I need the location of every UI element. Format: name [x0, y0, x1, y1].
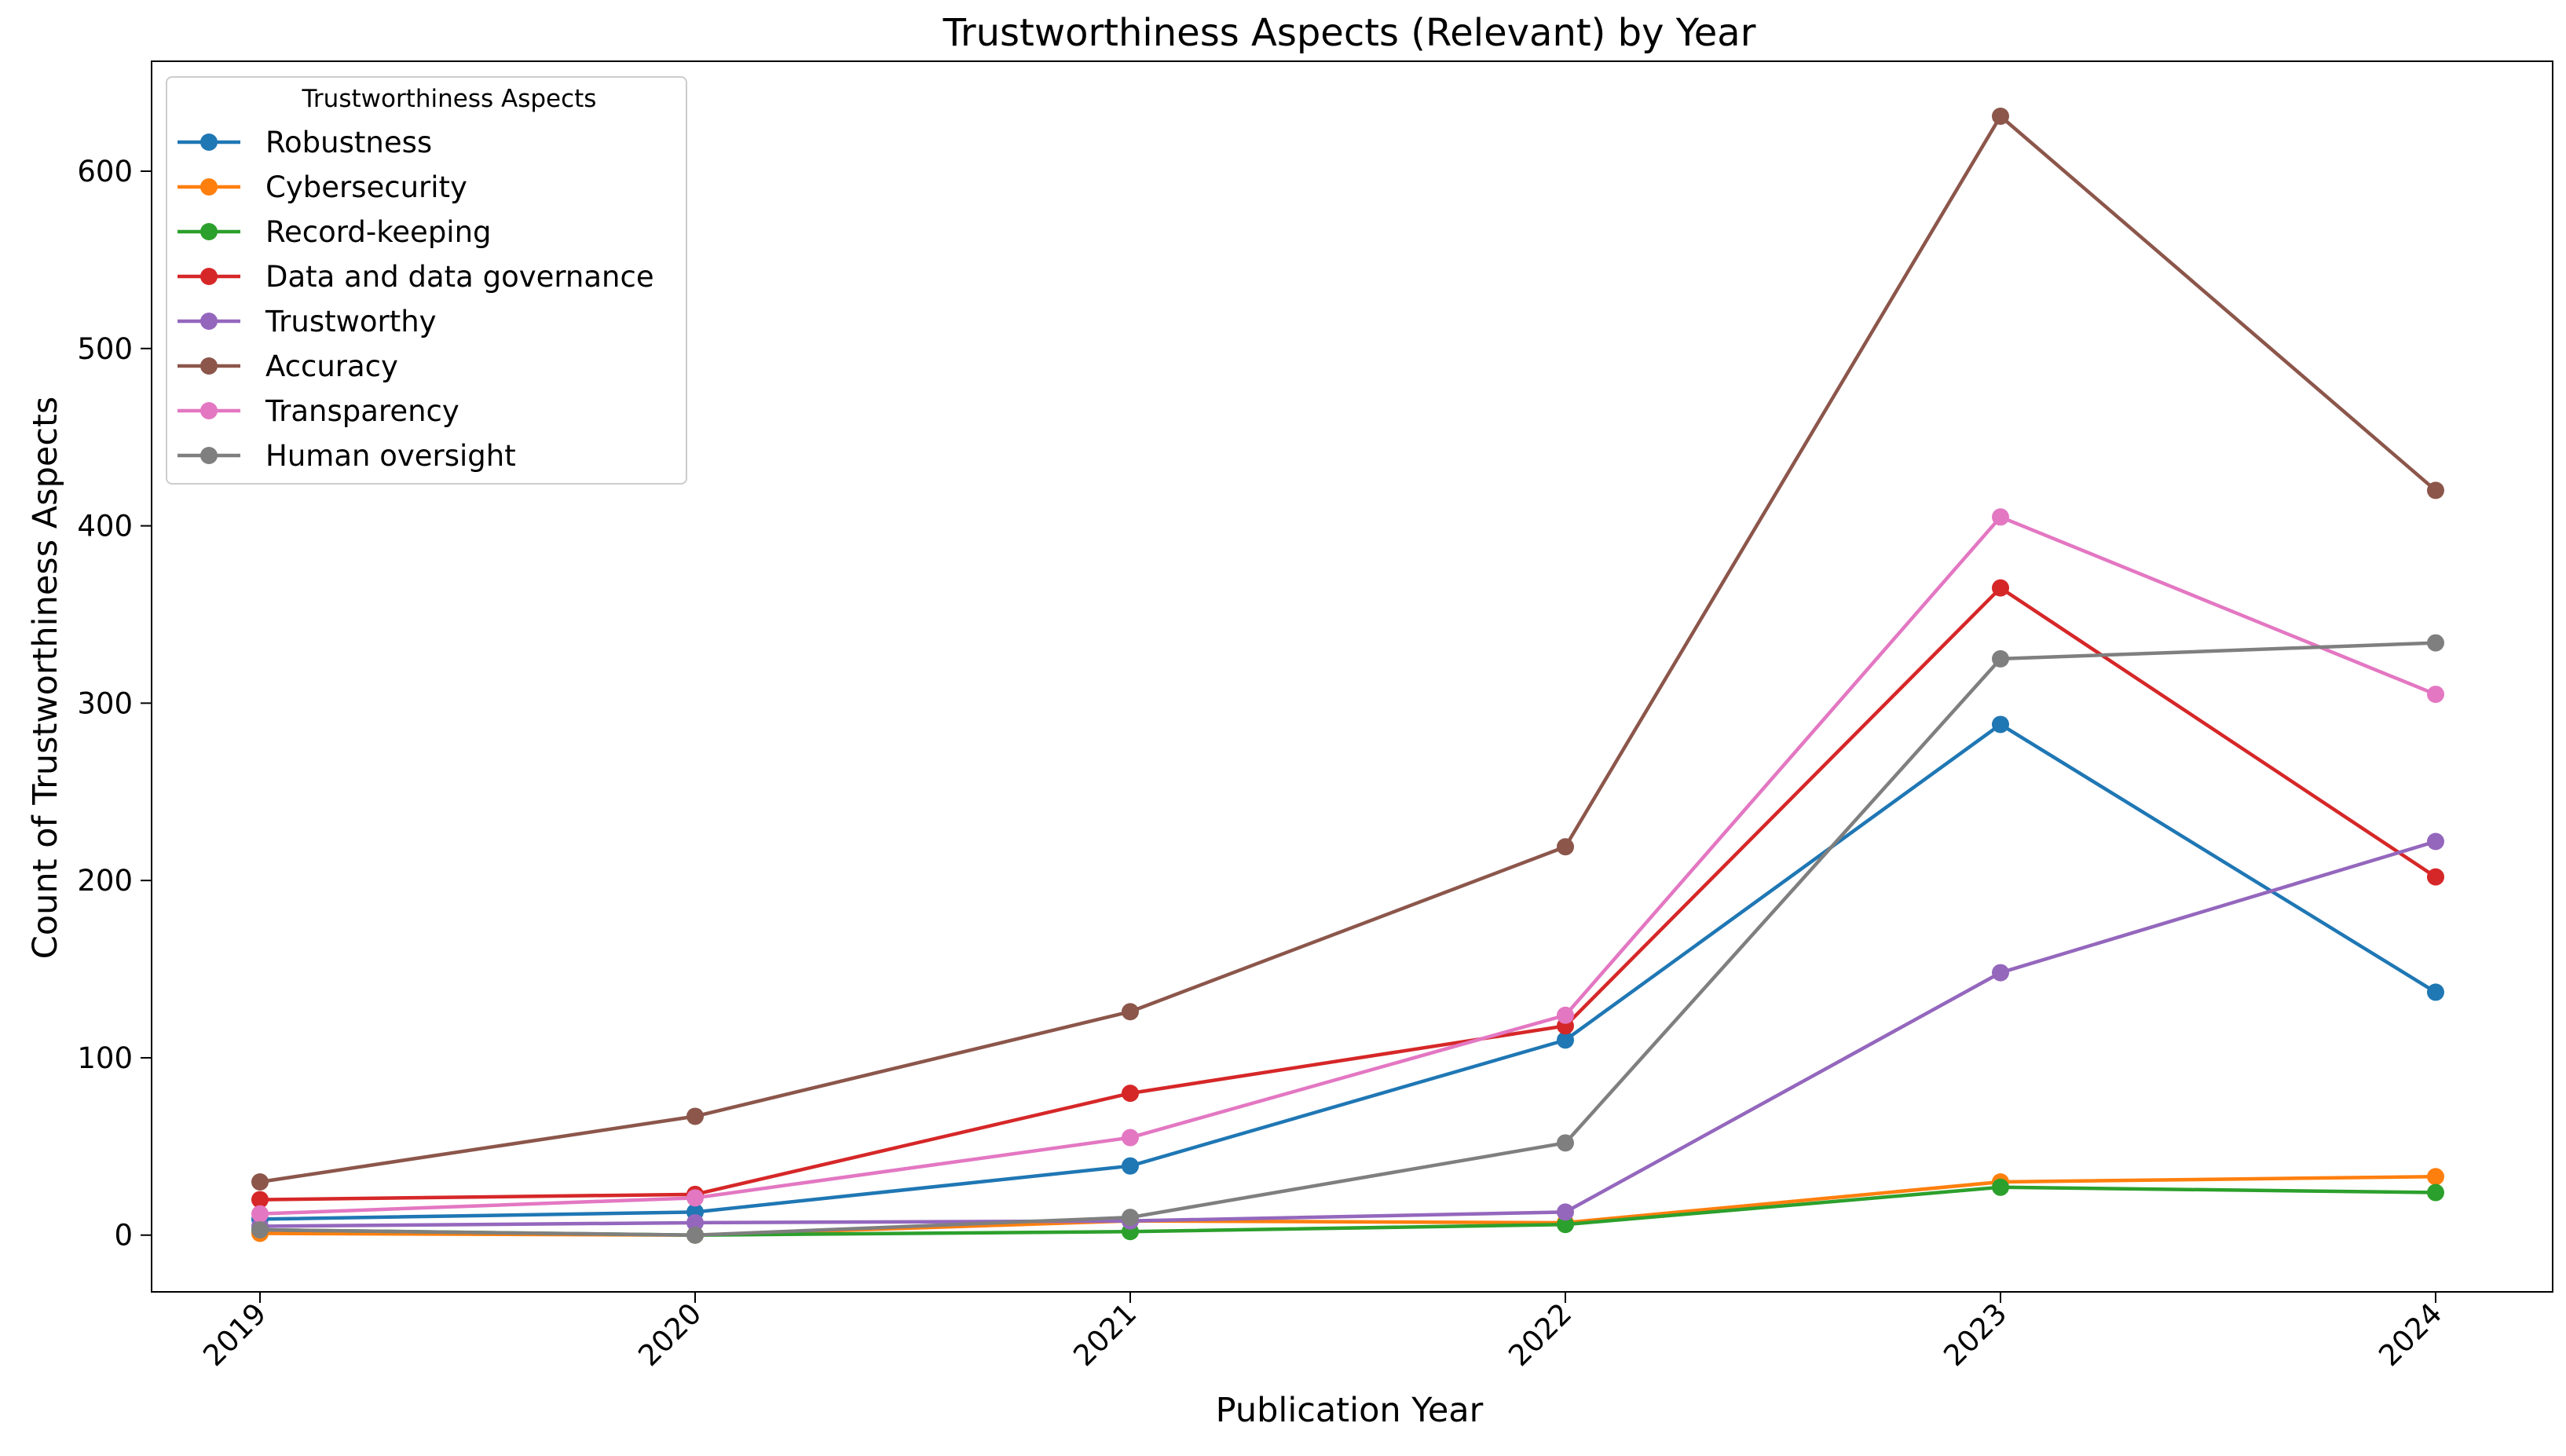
series-line [259, 586, 2437, 1202]
data-point [1122, 1129, 1139, 1147]
data-point [2427, 983, 2444, 1001]
legend-swatch-marker [200, 223, 218, 240]
legend: Trustworthiness Aspects Robustness Cybers… [166, 76, 687, 485]
legend-label: Data and data governance [265, 260, 654, 294]
x-tick-label: 2021 [1067, 1297, 1143, 1373]
data-point [686, 1213, 704, 1231]
legend-item: Transparency [178, 394, 459, 428]
chart-title: Trustworthiness Aspects (Relevant) by Ye… [943, 11, 1756, 55]
y-tick-label: 200 [77, 864, 133, 898]
y-tick-label: 600 [77, 155, 133, 188]
legend-item: Data and data governance [178, 260, 654, 294]
series-accuracy [251, 107, 2444, 1191]
data-point [1557, 1134, 1574, 1152]
data-point [1122, 1003, 1139, 1021]
data-point [1122, 1085, 1139, 1103]
data-point [2427, 481, 2444, 499]
data-point [2427, 832, 2444, 851]
series-line [259, 641, 2436, 1237]
series-human-oversight [251, 634, 2444, 1244]
x-tick-label: 2022 [1502, 1297, 1578, 1373]
legend-swatch-marker [200, 447, 218, 464]
legend-item: Record-keeping [178, 215, 492, 249]
x-tick-label: 2019 [196, 1297, 273, 1373]
legend-label: Accuracy [265, 349, 398, 383]
plot-area [151, 60, 2553, 1293]
legend-title: Trustworthiness Aspects [302, 85, 597, 113]
data-point [1557, 838, 1574, 856]
data-point [1992, 579, 2009, 597]
data-point [1122, 1209, 1139, 1227]
x-tick-label: 2020 [631, 1297, 708, 1373]
y-tick-label: 500 [77, 332, 133, 366]
data-point [1992, 964, 2009, 982]
data-point [2427, 686, 2444, 704]
legend-label: Record-keeping [265, 215, 492, 249]
legend-label: Robustness [265, 126, 432, 159]
data-point [686, 1189, 704, 1207]
y-tick-label: 400 [77, 510, 133, 543]
series-layer [251, 107, 2444, 1244]
series-data-and-data-governance [251, 579, 2444, 1209]
data-point [686, 1107, 704, 1125]
legend-swatch-marker [200, 357, 218, 375]
data-point [251, 1205, 269, 1223]
legend-item: Accuracy [178, 349, 398, 383]
series-line [259, 840, 2436, 1228]
data-point [1557, 1031, 1574, 1049]
data-point [1557, 1203, 1574, 1221]
legend-items: Robustness Cybersecurity Record-keeping Dat… [178, 126, 654, 473]
data-point [1992, 649, 2009, 668]
data-point [686, 1226, 704, 1244]
legend-swatch-marker [200, 268, 218, 285]
x-tick-label: 2024 [2372, 1297, 2448, 1373]
data-point [251, 1191, 269, 1209]
data-point [1992, 1178, 2009, 1196]
y-axis-label: Count of Trustworthiness Aspects [26, 397, 65, 960]
series-robustness [251, 715, 2444, 1228]
y-axis: 0 100 200 300 400 500 600 [77, 155, 152, 1253]
legend-label: Human oversight [265, 439, 516, 473]
series-transparency [251, 508, 2444, 1223]
legend-label: Cybersecurity [265, 170, 467, 204]
data-point [1992, 508, 2009, 526]
y-tick-label: 0 [114, 1219, 133, 1253]
data-point [2427, 1183, 2444, 1202]
data-point [2427, 1168, 2444, 1186]
legend-item: Cybersecurity [178, 170, 467, 204]
data-point [251, 1220, 269, 1238]
legend-item: Human oversight [178, 439, 516, 473]
series-line [259, 723, 2437, 1221]
data-point [1557, 1006, 1574, 1024]
legend-swatch-marker [200, 134, 218, 151]
data-point [1557, 1216, 1574, 1234]
data-point [1992, 107, 2009, 125]
legend-swatch-marker [200, 313, 218, 330]
legend-swatch-marker [200, 402, 218, 419]
series-line [259, 515, 2436, 1216]
data-point [2427, 868, 2444, 886]
data-point [251, 1173, 269, 1191]
legend-item: Robustness [178, 126, 432, 159]
x-tick-label: 2023 [1937, 1297, 2013, 1373]
data-point [1992, 715, 2009, 733]
legend-swatch-marker [200, 178, 218, 196]
x-axis-label: Publication Year [1216, 1391, 1484, 1430]
x-axis: 2019 2020 2021 2022 2023 2024 [196, 1292, 2448, 1373]
data-point [1122, 1157, 1139, 1175]
data-point [2427, 634, 2444, 652]
legend-label: Trustworthy [265, 305, 437, 338]
series-trustworthy [251, 832, 2444, 1235]
legend-box [166, 76, 687, 485]
y-tick-label: 100 [77, 1041, 133, 1075]
legend-label: Transparency [265, 394, 459, 428]
series-line [259, 114, 2437, 1184]
plot-border [151, 60, 2553, 1293]
legend-item: Trustworthy [178, 305, 437, 338]
y-tick-label: 300 [77, 686, 133, 720]
